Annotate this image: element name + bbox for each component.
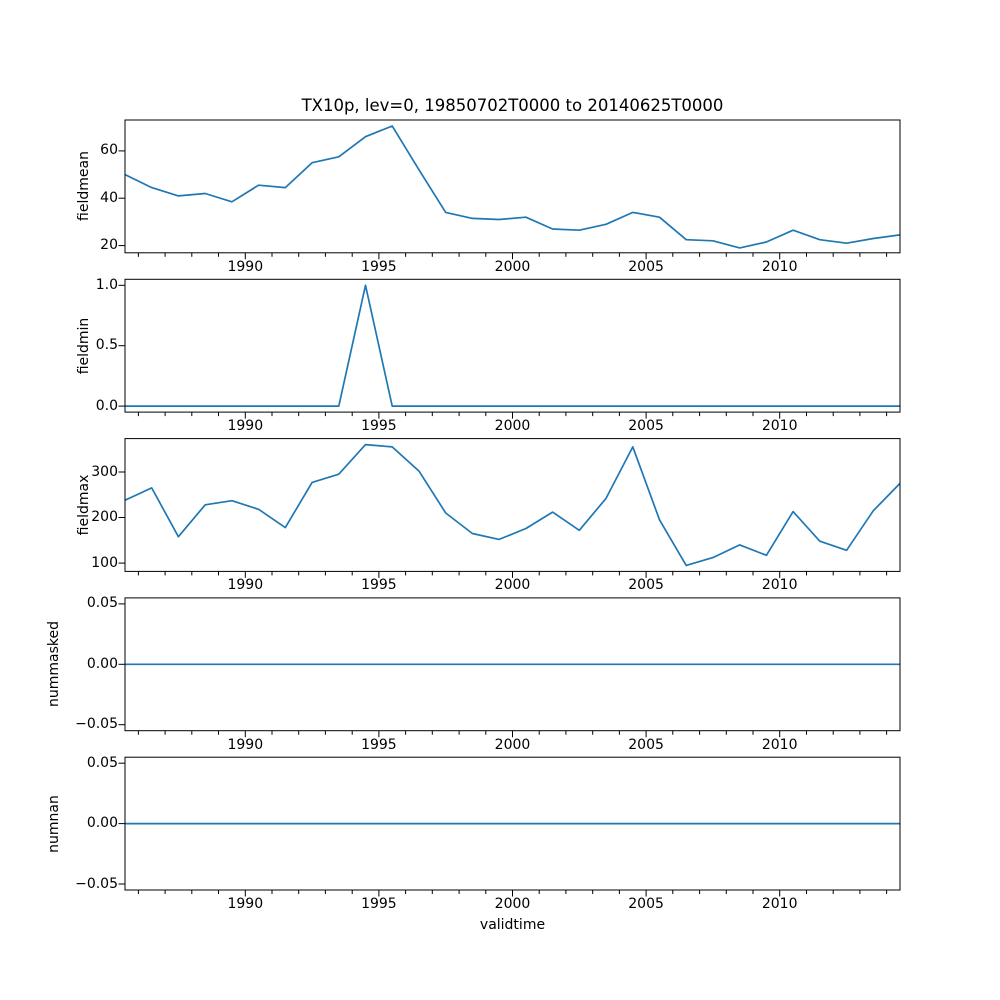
x-tick-label: 1990 — [227, 896, 264, 912]
x-axis-label: validtime — [479, 917, 546, 933]
y-tick-label: 200 — [91, 509, 118, 525]
tick-marks — [118, 603, 888, 738]
x-tick-label: 1990 — [227, 736, 264, 753]
x-tick-label: 1995 — [361, 896, 397, 912]
axes-frame — [124, 597, 901, 732]
tick-marks — [118, 471, 888, 578]
y-tick-label: 0.0 — [95, 397, 118, 414]
x-tick-label: 1990 — [227, 418, 264, 435]
y-tick-label: 0.05 — [86, 595, 118, 612]
y-tick-label: 20 — [100, 237, 118, 254]
x-tick-label: 2005 — [628, 418, 664, 435]
y-tick-label: 0.5 — [95, 337, 118, 354]
x-tick-label: 1990 — [227, 258, 264, 275]
y-tick-label: 40 — [100, 189, 118, 206]
x-tick-label: 1995 — [361, 258, 397, 275]
y-tick-label: 300 — [91, 463, 118, 480]
axes-frame — [124, 119, 901, 254]
x-tick-label: 2000 — [494, 736, 531, 753]
y-tick-label: −0.05 — [75, 716, 118, 733]
y-tick-label: 0.05 — [86, 754, 118, 771]
data-line-fieldmean — [125, 125, 900, 249]
x-tick-label: 1995 — [361, 736, 397, 753]
data-line-fieldmin — [125, 284, 900, 407]
axes-frame — [124, 278, 901, 413]
x-tick-label: 2000 — [494, 418, 531, 435]
tick-marks — [118, 762, 888, 897]
y-tick-label: −0.05 — [75, 875, 118, 892]
axes-frame — [124, 438, 901, 572]
x-tick-label: 1995 — [361, 418, 397, 435]
y-tick-label: 100 — [91, 554, 118, 571]
x-tick-label: 2010 — [761, 736, 798, 753]
x-tick-label: 2000 — [494, 258, 531, 275]
data-line-fieldmax — [125, 443, 900, 567]
x-tick-label: 2010 — [761, 258, 798, 275]
x-tick-label: 2005 — [628, 258, 664, 275]
x-tick-label: 2000 — [494, 577, 531, 594]
x-tick-label: 2000 — [494, 896, 531, 912]
x-tick-label: 2005 — [628, 736, 664, 753]
x-tick-label: 2010 — [761, 418, 798, 435]
x-tick-label: 2005 — [628, 896, 664, 912]
y-tick-label: 60 — [100, 142, 118, 159]
x-tick-label: 2010 — [761, 896, 798, 912]
tick-marks — [118, 150, 888, 260]
x-tick-label: 1990 — [227, 577, 264, 594]
figure-title: TX10p, lev=0, 19850702T0000 to 20140625T… — [301, 96, 724, 115]
x-tick-label: 2010 — [761, 577, 798, 594]
y-tick-label: 0.00 — [86, 815, 118, 832]
y-tick-label: 1.0 — [95, 276, 118, 293]
tick-marks — [118, 284, 888, 419]
x-tick-label: 1995 — [361, 577, 397, 594]
axes-frame — [124, 756, 901, 891]
x-tick-label: 2005 — [628, 577, 664, 594]
y-tick-label: 0.00 — [86, 655, 118, 672]
